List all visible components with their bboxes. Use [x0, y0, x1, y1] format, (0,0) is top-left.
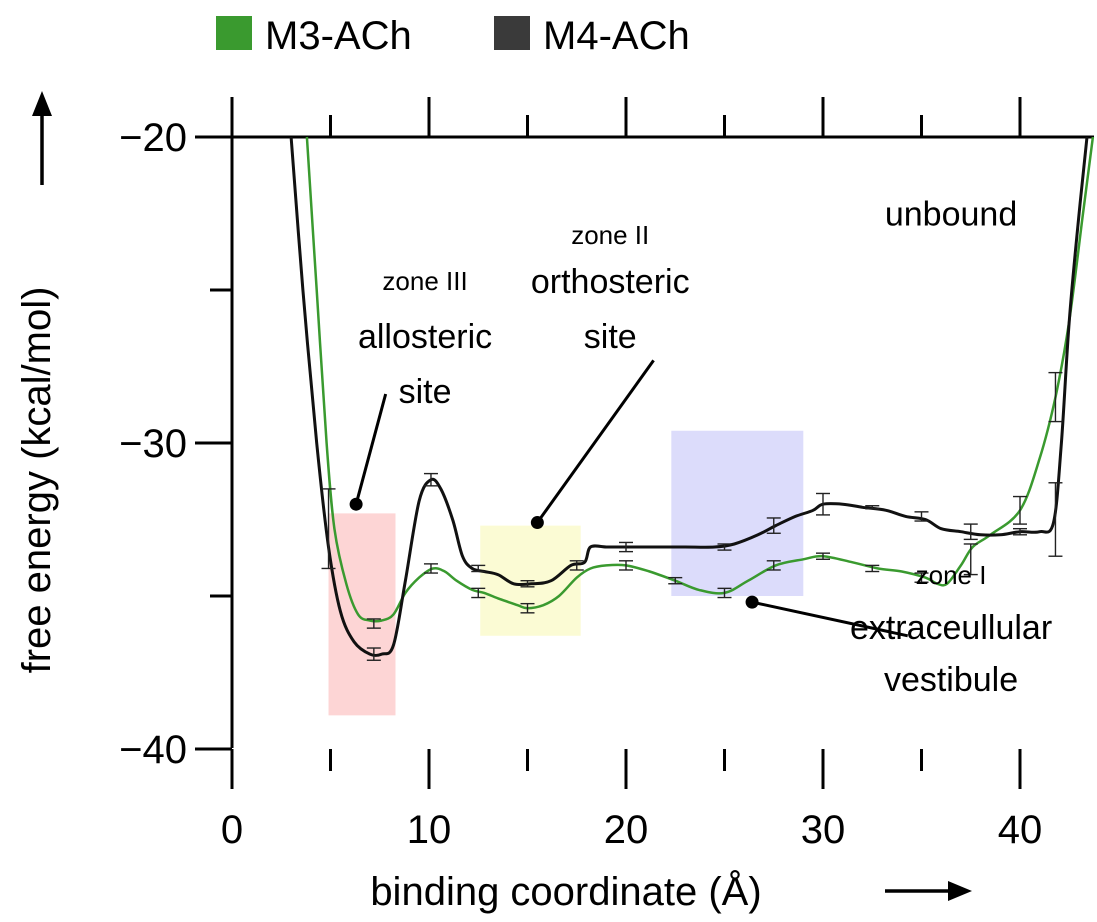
region-3 — [671, 430, 804, 596]
x-tick-label: 30 — [801, 808, 846, 852]
legend-swatch-m4 — [494, 16, 530, 50]
error-bar — [1048, 371, 1063, 423]
annotation-leader-line — [751, 600, 909, 638]
error-bar — [366, 647, 381, 661]
annotation-zone-label: zone II — [571, 220, 649, 250]
error-bar — [1013, 527, 1027, 536]
legend: M3-ACh M4-ACh — [216, 14, 690, 58]
error-bar — [520, 580, 535, 588]
annotation-zone2: zone II orthosteric site — [530, 220, 690, 530]
x-axis-label: binding coordinate (Å) — [370, 869, 761, 914]
annotation-dot — [349, 497, 363, 511]
annotation-site-label: unbound — [885, 196, 1017, 234]
annotation-leader-line — [354, 393, 388, 505]
zone-regions — [328, 430, 804, 716]
error-bar — [914, 572, 929, 583]
error-bar — [619, 560, 633, 571]
error-bar — [816, 492, 830, 516]
error-bar — [471, 564, 486, 573]
error-bar — [569, 560, 584, 571]
x-ticks-bottom: 0 10 20 30 40 — [221, 749, 1042, 852]
y-ticks: −40 −30 −20 — [119, 116, 232, 772]
region-1 — [328, 513, 396, 716]
error-bar — [1048, 482, 1063, 557]
legend-label-m3: M3-ACh — [265, 14, 412, 58]
y-tick-label: −20 — [119, 116, 187, 160]
annotation-site-label: site — [399, 373, 452, 411]
annotation-leader-line — [536, 359, 655, 524]
y-tick-label: −40 — [119, 728, 187, 772]
legend-swatch-m3 — [216, 16, 252, 50]
error-bar — [865, 505, 880, 510]
error-bar — [717, 587, 732, 599]
annotation-zone-label: zone I — [916, 560, 987, 590]
series-line-m3 — [305, 136, 1095, 623]
annotation-dot — [530, 516, 544, 530]
error-bar — [963, 523, 978, 541]
error-bar — [423, 563, 438, 574]
error-bars — [321, 371, 1063, 661]
annotation-zone-label: zone III — [382, 266, 467, 296]
annotation-dot — [745, 595, 759, 609]
error-bar — [865, 564, 880, 573]
annotations: zone III allosteric site zone II orthosteric… — [349, 196, 1052, 699]
error-bar — [423, 472, 438, 487]
x-ticks-top — [230, 97, 1022, 137]
x-tick-label: 20 — [604, 808, 649, 852]
annotation-zone1: zone I extraceullular vestibule — [745, 560, 1052, 699]
axis-labels: binding coordinate (Å) free energy (kcal… — [15, 91, 972, 914]
annotation-site-label: extraceullular — [850, 609, 1052, 647]
error-bar — [717, 543, 732, 551]
error-bar — [816, 552, 830, 560]
axes: −40 −30 −20 0 10 20 30 40 — [119, 97, 1094, 852]
annotation-site-label: orthosteric — [531, 263, 690, 301]
error-bar — [963, 543, 978, 576]
error-bar — [766, 560, 781, 571]
annotation-unbound: unbound — [885, 196, 1017, 234]
error-bar — [321, 488, 336, 570]
error-bar — [766, 517, 781, 534]
annotation-site-label: vestibule — [884, 661, 1018, 699]
annotation-site-label: allosteric — [358, 318, 492, 356]
error-bar — [366, 618, 381, 629]
error-bar — [520, 602, 535, 614]
series-lines — [289, 136, 1095, 657]
legend-label-m4: M4-ACh — [543, 14, 690, 58]
x-tick-label: 40 — [998, 808, 1043, 852]
series-line-m4 — [289, 136, 1089, 657]
error-bar — [1013, 495, 1027, 525]
y-axis-arrow-icon — [32, 91, 52, 185]
x-axis-arrow-icon — [885, 881, 972, 901]
error-bar — [619, 541, 633, 553]
x-tick-label: 10 — [407, 808, 452, 852]
y-tick-label: −30 — [119, 422, 187, 466]
error-bar — [914, 511, 929, 522]
error-bar — [668, 576, 683, 585]
error-bar — [471, 587, 486, 599]
annotation-site-label: site — [584, 318, 637, 356]
x-tick-label: 0 — [221, 808, 243, 852]
annotation-zone3: zone III allosteric site — [349, 266, 492, 511]
y-axis-label: free energy (kcal/mol) — [15, 287, 59, 674]
